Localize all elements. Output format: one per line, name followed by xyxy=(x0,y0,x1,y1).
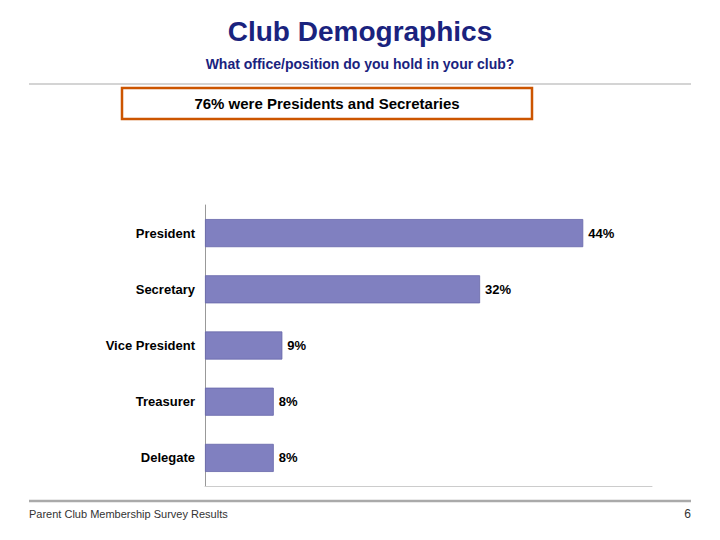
svg-text:Treasurer: Treasurer xyxy=(136,394,195,409)
svg-text:9%: 9% xyxy=(287,338,306,353)
svg-text:Parent Club Membership Survey: Parent Club Membership Survey Results xyxy=(29,508,228,520)
svg-text:44%: 44% xyxy=(588,226,614,241)
svg-text:6: 6 xyxy=(684,507,691,521)
svg-text:Delegate: Delegate xyxy=(141,450,195,465)
svg-text:Club Demographics: Club Demographics xyxy=(228,16,492,47)
svg-text:Secretary: Secretary xyxy=(136,282,196,297)
svg-text:President: President xyxy=(136,226,196,241)
svg-text:Vice President: Vice President xyxy=(106,338,196,353)
svg-text:76% were Presidents and Secret: 76% were Presidents and Secretaries xyxy=(194,95,459,112)
svg-text:8%: 8% xyxy=(279,450,298,465)
svg-text:8%: 8% xyxy=(279,394,298,409)
svg-text:What office/position do you ho: What office/position do you hold in your… xyxy=(206,56,515,72)
svg-text:32%: 32% xyxy=(485,282,511,297)
